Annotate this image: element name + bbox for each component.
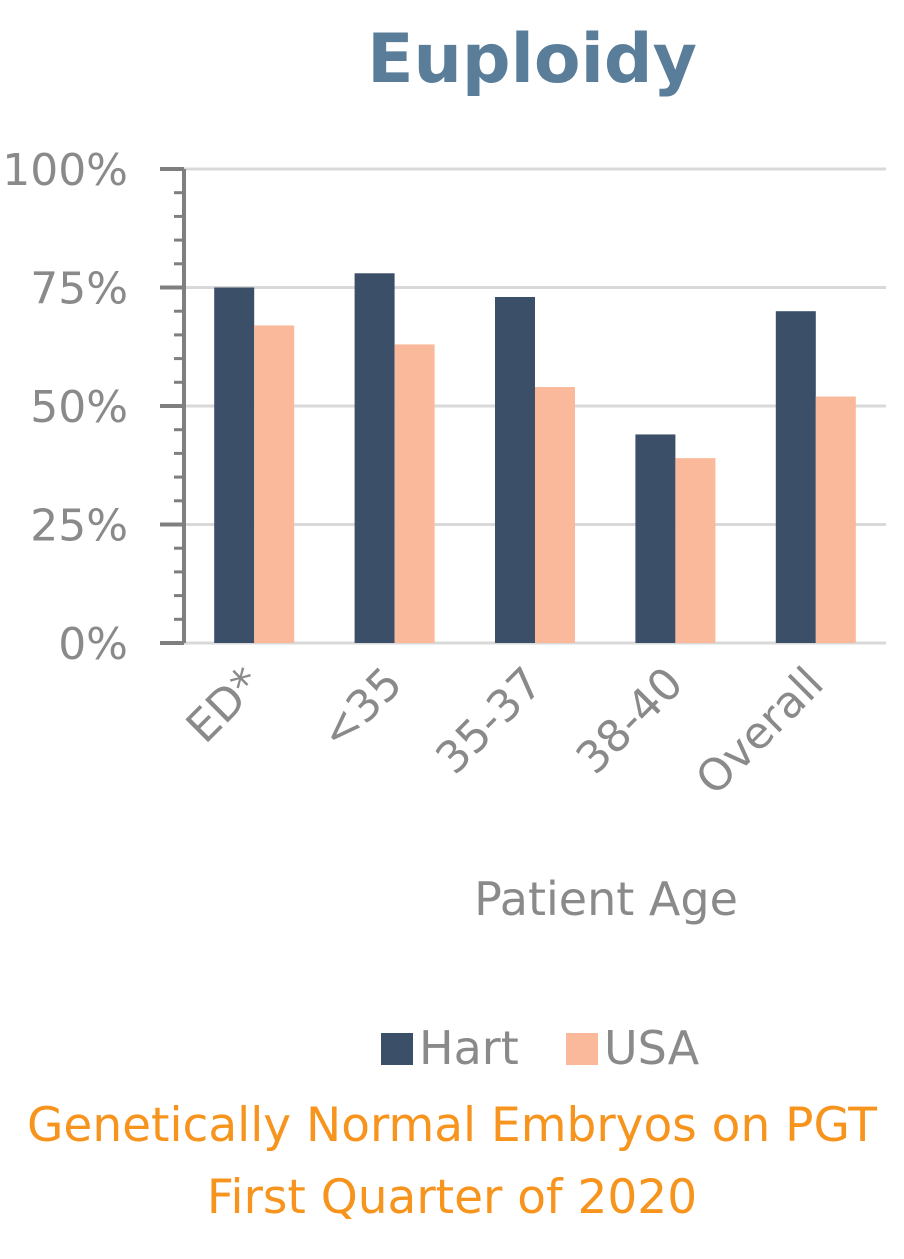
y-tick-label: 50% bbox=[30, 382, 128, 433]
bar-usa-4 bbox=[815, 396, 856, 643]
y-tick-label: 0% bbox=[58, 619, 128, 670]
bar-hart-1 bbox=[354, 273, 395, 643]
legend: Hart USA bbox=[381, 1021, 700, 1075]
y-tick-label: 100% bbox=[2, 145, 128, 196]
legend-label-usa: USA bbox=[604, 1021, 700, 1075]
x-tick-label: 35-37 bbox=[426, 658, 552, 784]
x-tick-label: 38-40 bbox=[567, 658, 693, 784]
caption-line-2: First Quarter of 2020 bbox=[206, 1170, 698, 1225]
y-axis: 0% 25% 50% 75% 100% bbox=[2, 145, 186, 670]
bar-usa-0 bbox=[254, 325, 295, 643]
x-tick-label: <35 bbox=[311, 658, 413, 760]
bar-hart-2 bbox=[495, 296, 535, 643]
x-tick-label: ED* bbox=[177, 658, 272, 753]
x-tick-label: Overall bbox=[686, 658, 833, 805]
x-axis-label: Patient Age bbox=[474, 872, 738, 926]
bar-hart-4 bbox=[775, 311, 816, 643]
legend-label-hart: Hart bbox=[419, 1021, 519, 1075]
bar-hart-0 bbox=[214, 287, 255, 643]
bar-usa-3 bbox=[675, 458, 716, 643]
bar-usa-1 bbox=[394, 344, 435, 643]
bars bbox=[214, 273, 856, 643]
y-tick-label: 75% bbox=[30, 264, 128, 315]
y-tick-label: 25% bbox=[30, 501, 128, 552]
legend-swatch-usa bbox=[566, 1033, 598, 1065]
chart-title: Euploidy bbox=[367, 20, 697, 99]
caption-line-1: Genetically Normal Embryos on PGT bbox=[27, 1098, 877, 1153]
euploidy-bar-chart: Euploidy 0% 25% 50% 75% 100% ED* <35 35-37 38-4… bbox=[2, 20, 886, 1075]
legend-swatch-hart bbox=[381, 1033, 413, 1065]
bar-usa-2 bbox=[535, 387, 575, 643]
bar-hart-3 bbox=[635, 434, 676, 643]
